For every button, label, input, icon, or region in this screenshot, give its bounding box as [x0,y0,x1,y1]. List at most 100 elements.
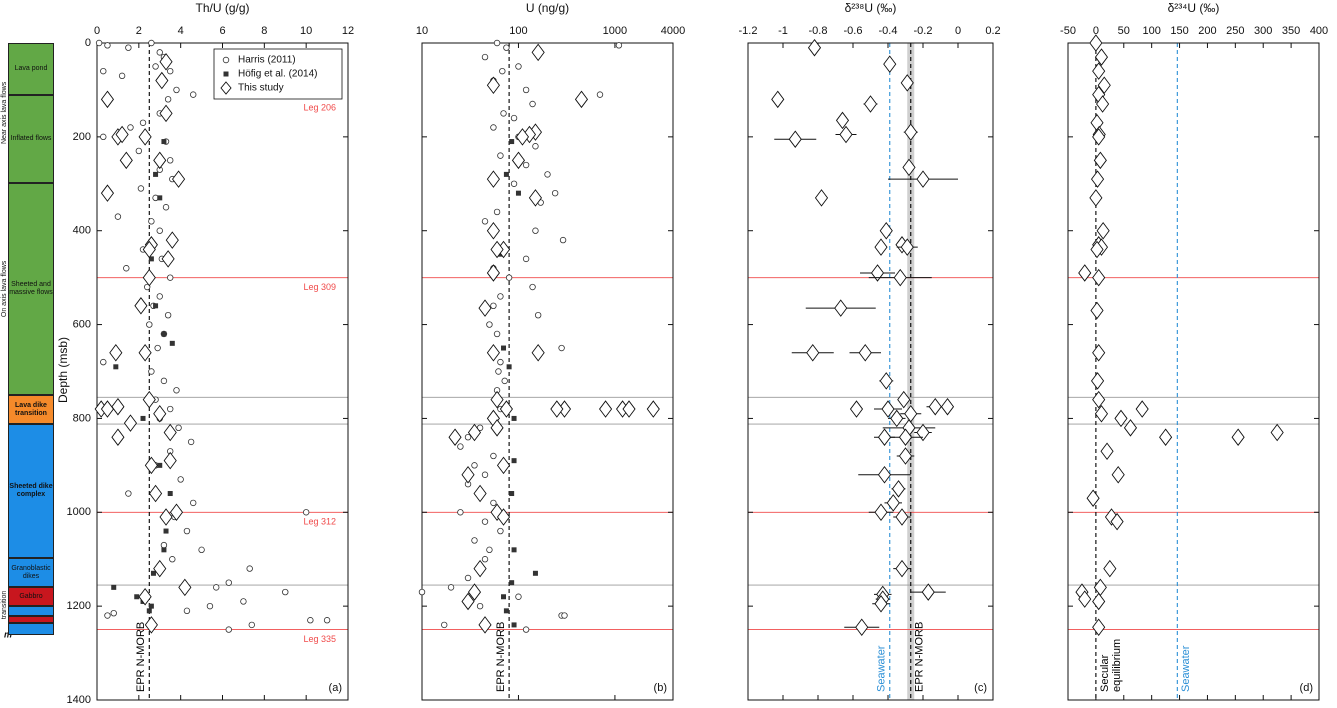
diamond-point [149,484,163,503]
diamond-point [1090,240,1104,259]
circle-point [164,96,172,103]
circle-point [503,44,510,51]
circle-point [148,368,155,375]
diamond-point [1092,128,1106,146]
diamond-point [877,428,892,446]
diamond-point [1078,264,1092,282]
circle-point [493,208,501,216]
circle-point [490,124,497,131]
column-unit: Lava dike transition [8,394,54,425]
square-point [509,491,515,497]
diamond-point [1096,95,1110,113]
diamond-point [879,221,893,240]
square-point [161,139,167,145]
circle-point [501,377,508,385]
diamond-point [490,240,504,259]
diamond-point [1123,419,1138,437]
diamond-point [890,409,904,428]
panel-label: (d) [1300,682,1313,694]
legend-label: Harris (2011) [238,55,296,66]
circle-point [497,527,504,535]
diamond-point [163,423,177,442]
diamond-point [902,158,916,177]
circle-point [282,588,289,596]
circle-point [167,157,174,164]
square-point [509,580,515,586]
diamond-point [898,447,913,465]
circle-point [154,344,161,352]
x-tick-label: -1.2 [739,25,758,37]
diamond-point [153,559,167,578]
x-tick-label: 0 [94,25,100,37]
diamond-point [499,400,513,418]
circle-point [490,452,497,460]
legend-label: This study [238,83,284,94]
diamond-point [134,297,148,315]
column-unit: Gabbro [8,587,54,607]
x-tick-label: 0 [955,25,961,37]
circle-point [177,476,184,483]
reference-label: Seawater [1180,645,1192,692]
diamond-point [119,151,133,170]
diamond-point [1111,465,1125,484]
horizon-label: Leg 206 [303,102,336,112]
circle-point [551,189,559,197]
diamond-point [574,90,589,109]
circle-point [246,565,253,572]
diamond-point [835,111,850,130]
diamond-point [1090,170,1105,188]
plot-frame [96,42,349,701]
reference-label: Secular [1099,654,1111,692]
square-point [148,603,154,609]
square-point [113,364,119,370]
circle-point [225,626,232,633]
diamond-point [165,231,179,249]
diamond-point [490,419,504,437]
circle-point [100,133,107,141]
diamond-point [486,343,500,362]
diamond-point [1093,151,1107,170]
diamond-point [1090,114,1104,132]
x-tick-label: 4 [178,25,184,37]
circle-point [596,91,604,98]
diamond-point [178,578,192,597]
y-tick-label: 1400 [67,694,91,706]
legend-box [213,48,343,100]
diamond-point [496,508,511,526]
circle-point [495,368,502,375]
circle-point [497,358,504,366]
diamond-point [855,618,869,637]
unit-label: Gabbro [19,592,43,600]
circle-point [190,91,197,98]
x-tick-label: 250 [1226,25,1244,37]
reference-band [907,43,915,700]
circle-point [206,602,214,610]
diamond-point [870,264,885,282]
diamond-point [153,404,167,423]
square-point [515,190,521,196]
diamond-point [1089,34,1103,52]
diamond-point [814,189,829,207]
circle-point [137,185,145,192]
circle-point [169,556,176,563]
x-tick-label: 8 [261,25,267,37]
square-point [153,171,159,177]
x-tick-label: -0.2 [914,25,933,37]
circle-point [558,344,565,352]
diamond-point [467,423,482,442]
circle-point [529,100,536,108]
diamond-point [159,104,173,123]
circle-point [139,119,147,126]
diamond-point [1231,428,1245,446]
column-unit [8,622,54,636]
square-point [153,303,159,309]
circle-point [225,579,232,586]
diamond-point [849,400,864,418]
x-tick-label: 200 [1198,25,1216,37]
square-point [161,331,167,337]
circle-point [302,509,310,516]
x-tick-label: -0.8 [809,25,828,37]
diamond-point [834,299,848,317]
x-tick-label: 100 [1142,25,1160,37]
